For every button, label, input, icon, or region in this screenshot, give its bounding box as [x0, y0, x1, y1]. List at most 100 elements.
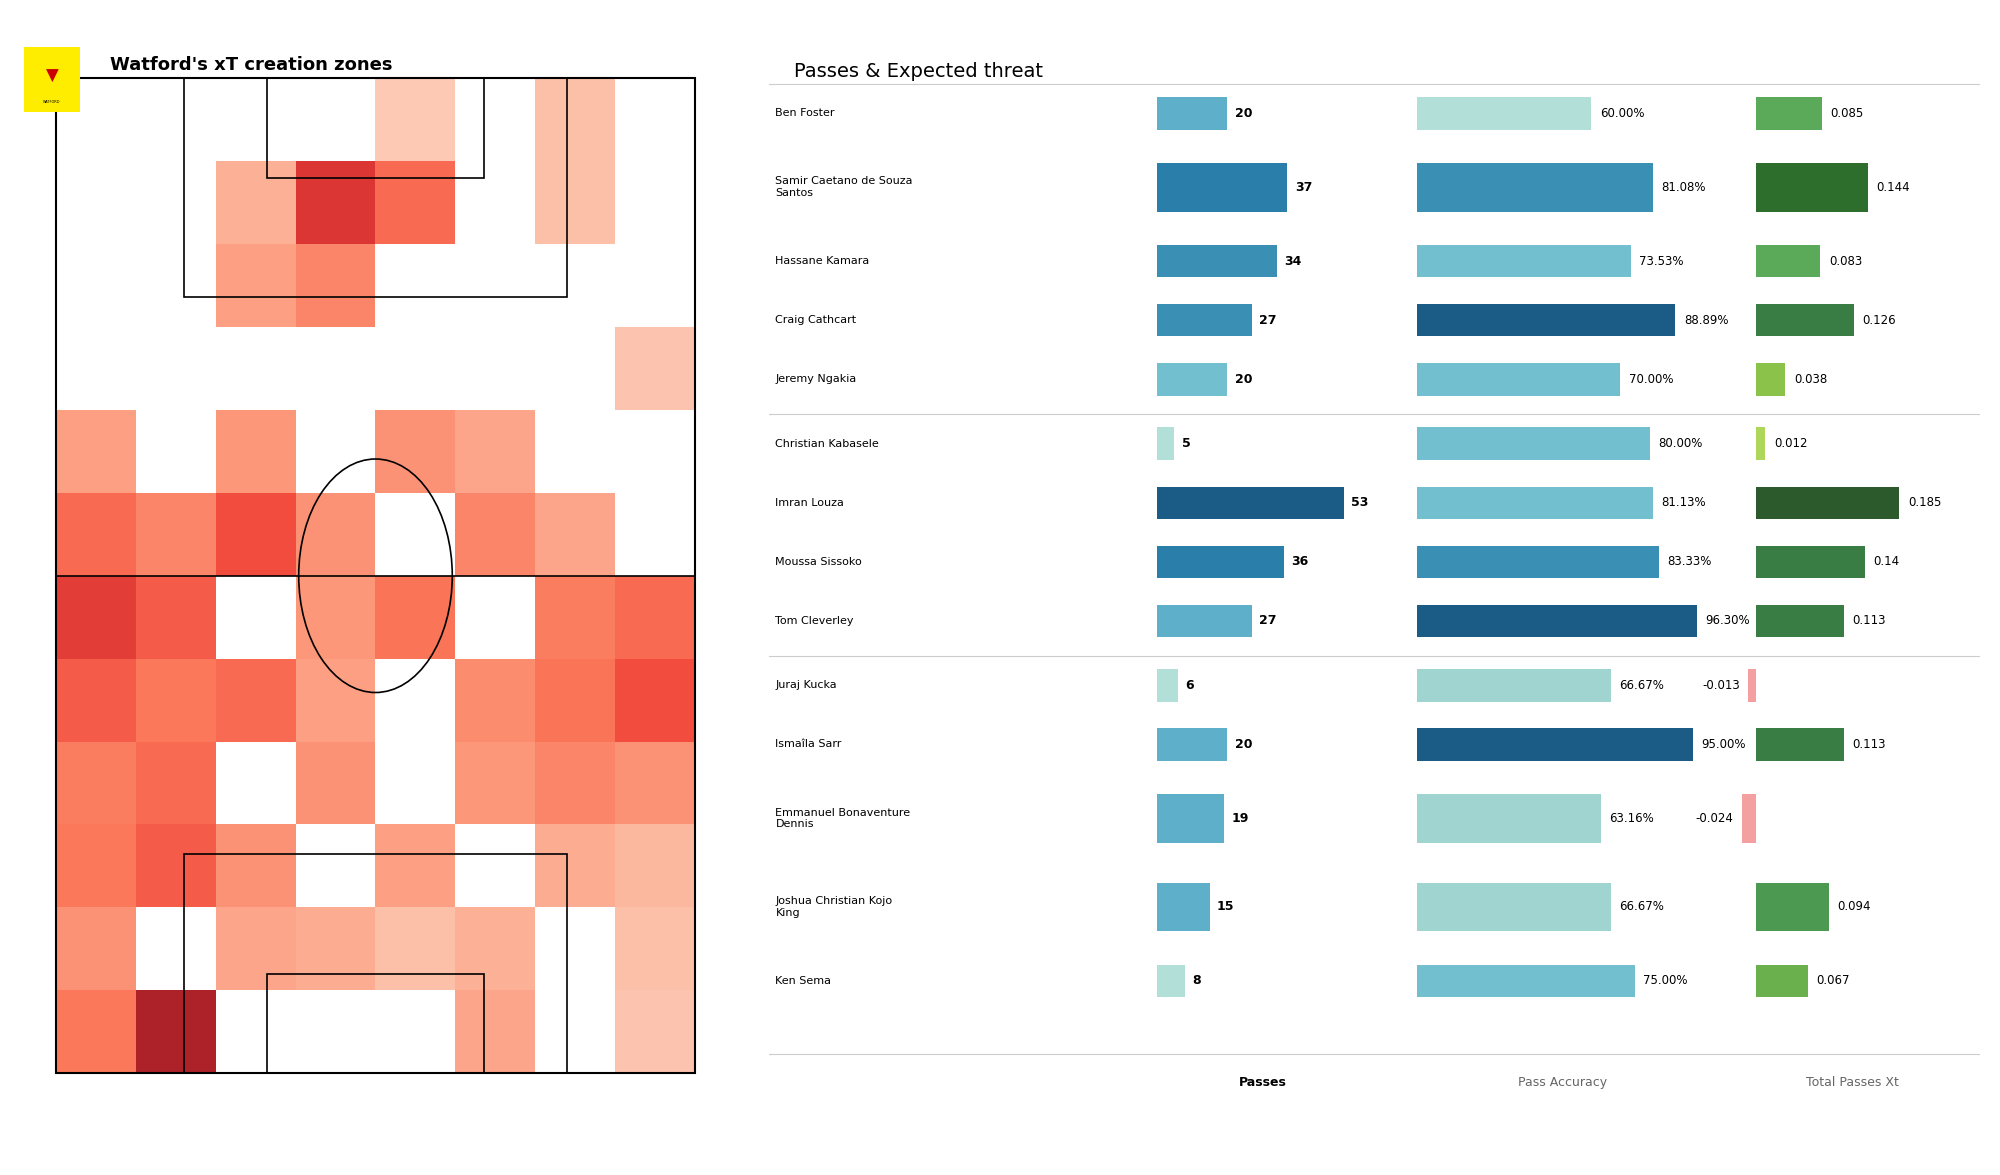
Bar: [1742, 794, 1756, 842]
Text: 37: 37: [1294, 181, 1312, 194]
Bar: [1418, 428, 1650, 459]
Bar: [184, 79, 568, 297]
Bar: [296, 741, 376, 825]
Bar: [456, 741, 536, 825]
Text: 15: 15: [1218, 900, 1234, 913]
Bar: [1756, 605, 1844, 637]
Bar: [536, 741, 616, 825]
Text: 0.185: 0.185: [1908, 496, 1942, 509]
Text: 63.16%: 63.16%: [1610, 812, 1654, 825]
Text: 60.00%: 60.00%: [1600, 107, 1644, 120]
Text: 96.30%: 96.30%: [1706, 615, 1750, 627]
Bar: [1156, 728, 1228, 760]
Text: Imran Louza: Imran Louza: [776, 498, 844, 508]
Bar: [1418, 669, 1610, 701]
Text: Emmanuel Bonaventure
Dennis: Emmanuel Bonaventure Dennis: [776, 807, 910, 830]
Text: Ben Foster: Ben Foster: [776, 108, 834, 119]
Bar: [216, 492, 296, 576]
Bar: [1418, 486, 1652, 519]
Text: Samir Caetano de Souza
Santos: Samir Caetano de Souza Santos: [776, 176, 912, 199]
Bar: [456, 991, 536, 1073]
Bar: [216, 410, 296, 492]
Text: 34: 34: [1284, 255, 1302, 268]
Bar: [216, 244, 296, 327]
Text: Jeremy Ngakia: Jeremy Ngakia: [776, 375, 856, 384]
Bar: [216, 825, 296, 907]
Bar: [296, 659, 376, 741]
Bar: [1756, 545, 1864, 578]
Bar: [136, 492, 216, 576]
Text: 6: 6: [1186, 679, 1194, 692]
Bar: [184, 854, 568, 1073]
Bar: [1756, 728, 1844, 760]
Bar: [1156, 163, 1288, 212]
Bar: [1418, 605, 1696, 637]
Text: 0.012: 0.012: [1774, 437, 1808, 450]
Bar: [56, 741, 136, 825]
Text: 0.067: 0.067: [1816, 974, 1850, 987]
Text: Watford's xT creation zones: Watford's xT creation zones: [110, 55, 392, 74]
Text: Pass Accuracy: Pass Accuracy: [1518, 1076, 1606, 1089]
Bar: [1418, 304, 1676, 336]
Bar: [1418, 728, 1694, 760]
Bar: [1418, 545, 1660, 578]
Bar: [1156, 605, 1252, 637]
Bar: [56, 907, 136, 991]
Text: Ismaîla Sarr: Ismaîla Sarr: [776, 739, 842, 750]
Text: 0.113: 0.113: [1852, 615, 1886, 627]
Text: -0.013: -0.013: [1702, 679, 1740, 692]
Bar: [456, 410, 536, 492]
Bar: [1418, 363, 1620, 396]
Text: 80.00%: 80.00%: [1658, 437, 1702, 450]
Bar: [1156, 545, 1284, 578]
Bar: [1756, 882, 1828, 932]
Bar: [1418, 965, 1634, 998]
Text: 0.144: 0.144: [1876, 181, 1910, 194]
Text: 27: 27: [1260, 314, 1276, 327]
Bar: [1756, 965, 1808, 998]
Bar: [296, 576, 376, 659]
Text: 66.67%: 66.67%: [1620, 900, 1664, 913]
Text: Joshua Christian Kojo
King: Joshua Christian Kojo King: [776, 897, 892, 918]
Text: 53: 53: [1352, 496, 1368, 509]
Bar: [1418, 882, 1610, 932]
Text: 0.085: 0.085: [1830, 107, 1864, 120]
Bar: [376, 79, 456, 161]
Bar: [616, 659, 696, 741]
Text: 0.094: 0.094: [1838, 900, 1870, 913]
Bar: [1756, 304, 1854, 336]
Text: 75.00%: 75.00%: [1644, 974, 1688, 987]
Bar: [266, 974, 484, 1073]
Bar: [56, 659, 136, 741]
Bar: [1418, 163, 1652, 212]
Text: 5: 5: [1182, 437, 1190, 450]
Bar: [536, 492, 616, 576]
Bar: [376, 161, 456, 244]
Bar: [216, 907, 296, 991]
Text: 70.00%: 70.00%: [1628, 372, 1674, 385]
Bar: [616, 327, 696, 410]
Text: 19: 19: [1232, 812, 1248, 825]
Bar: [136, 659, 216, 741]
Bar: [616, 576, 696, 659]
Text: 0.14: 0.14: [1872, 556, 1900, 569]
Bar: [216, 161, 296, 244]
Bar: [1756, 428, 1766, 459]
Text: 8: 8: [1192, 974, 1200, 987]
Text: Total Passes Xt: Total Passes Xt: [1806, 1076, 1900, 1089]
Text: 81.08%: 81.08%: [1662, 181, 1706, 194]
Bar: [1156, 794, 1224, 842]
Bar: [1748, 669, 1756, 701]
Bar: [456, 907, 536, 991]
Bar: [1418, 794, 1600, 842]
Text: WATFORD: WATFORD: [44, 100, 60, 103]
Bar: [536, 79, 616, 161]
Text: 0.126: 0.126: [1862, 314, 1896, 327]
Bar: [1156, 486, 1344, 519]
Bar: [1156, 244, 1276, 277]
Text: Passes: Passes: [1238, 1076, 1286, 1089]
Bar: [1756, 98, 1822, 129]
Text: Hassane Kamara: Hassane Kamara: [776, 256, 870, 267]
Text: Tom Cleverley: Tom Cleverley: [776, 616, 854, 626]
Bar: [536, 161, 616, 244]
